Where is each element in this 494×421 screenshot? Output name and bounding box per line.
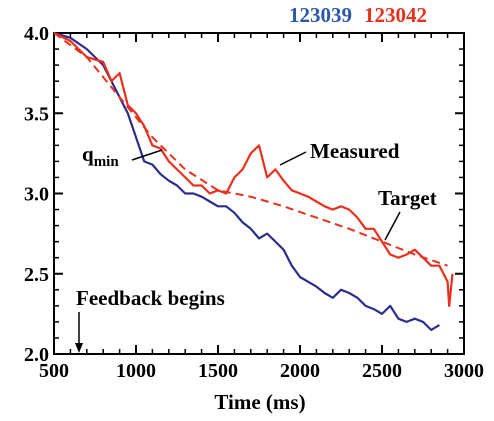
y-tick-label: 2.5 bbox=[24, 264, 49, 286]
qmin-subscript: min bbox=[94, 154, 120, 170]
y-tick-label: 4.0 bbox=[24, 23, 49, 45]
series-line-123042 bbox=[53, 32, 454, 307]
x-tick-label: 2000 bbox=[280, 360, 320, 382]
feedback-arrow-head bbox=[75, 343, 83, 353]
target-annotation: Target bbox=[378, 186, 437, 210]
measured-annotation: Measured bbox=[310, 139, 400, 163]
x-tick-label: 1500 bbox=[198, 360, 238, 382]
y-tick-label: 3.0 bbox=[24, 184, 49, 206]
feedback-annotation: Feedback begins bbox=[76, 286, 225, 310]
x-tick-label: 1000 bbox=[116, 360, 156, 382]
series-line-target bbox=[53, 32, 448, 267]
qmin-pointer bbox=[131, 149, 163, 161]
axis-ticks: 500 1000 1500 2000 2500 3000 2.0 2.5 3.0 3.5 4.0 bbox=[24, 23, 484, 382]
x-axis-label: Time (ms) bbox=[214, 390, 305, 414]
measured-pointer bbox=[279, 151, 307, 166]
y-tick-label: 3.5 bbox=[24, 103, 49, 125]
legend-entry-123042: 123042 bbox=[364, 3, 427, 27]
legend-entry-123039: 123039 bbox=[289, 3, 352, 27]
x-tick-label: 500 bbox=[39, 360, 69, 382]
x-tick-label: 3000 bbox=[444, 360, 484, 382]
qmin-base: q bbox=[82, 142, 94, 166]
qmin-annotation: qmin bbox=[82, 142, 119, 170]
series-layer bbox=[53, 31, 454, 331]
y-tick-label: 2.0 bbox=[24, 344, 49, 366]
series-line-123039 bbox=[53, 31, 440, 331]
target-pointer bbox=[384, 211, 401, 241]
x-tick-label: 2500 bbox=[362, 360, 402, 382]
